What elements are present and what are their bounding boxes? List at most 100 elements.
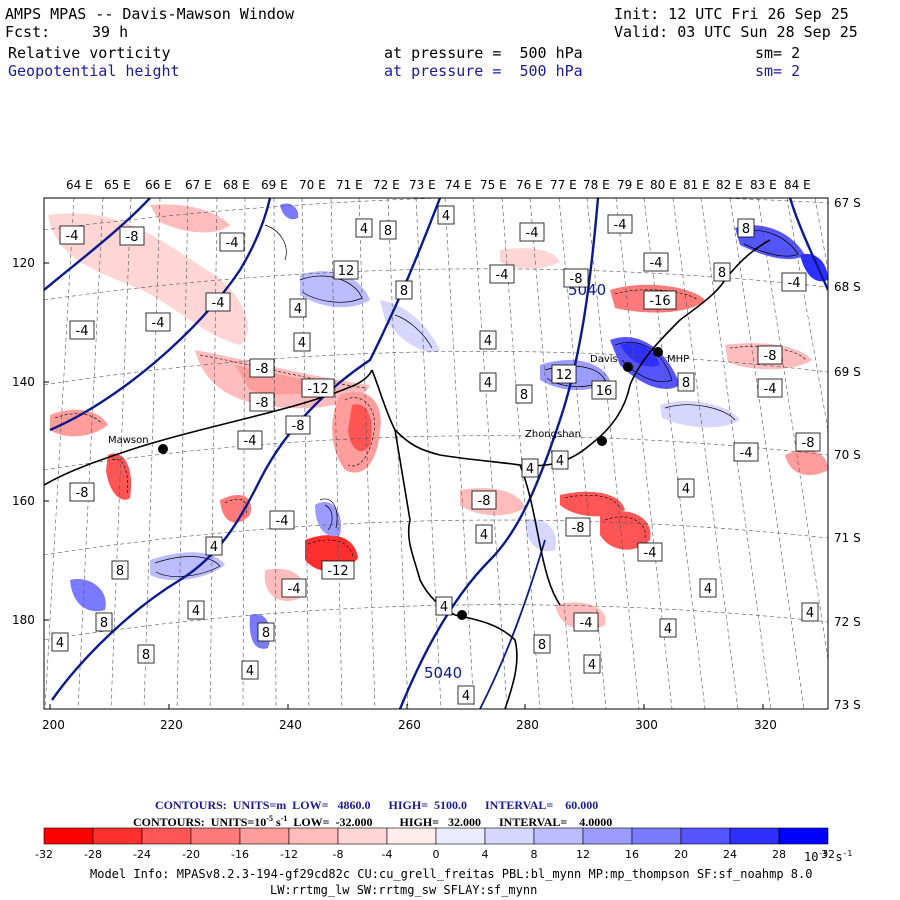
contour-label: -4 [526,226,539,241]
contour-label-box [321,560,355,580]
contour-label-box [249,392,275,412]
pos-region [280,203,299,220]
contour-label: -4 [288,582,301,597]
x-tick: 240 [279,718,302,732]
contour-label: 16 [596,384,613,399]
contour-label-box [479,330,497,350]
y-tick: 120 [12,256,35,270]
field1-pressure: at pressure = 500 hPa [384,44,583,62]
colorbar-label: 12 [576,848,590,861]
contour-label-box [591,380,617,400]
pos-region [380,300,440,352]
grid-ticks: 200 220 240 260 280 300 320 120 140 160 … [12,256,777,732]
init-time: Init: 12 UTC Fri 26 Sep 25 [614,5,849,23]
contour-label: 4 [556,454,564,469]
tick-marks [44,262,764,709]
contour-label-box [293,332,311,352]
lon-label: 82 E [716,178,743,192]
contour-label: 8 [142,648,150,663]
y-tick: 140 [12,375,35,389]
contour-label: -12 [307,382,328,397]
colorbar-label: -32 [35,848,53,861]
mawson-station-marker [158,444,168,454]
contour-label: -8 [764,349,777,364]
colorbar-bin [729,827,780,845]
lon-label: 73 E [409,178,436,192]
contour-label-box [187,600,205,620]
contour-label-box [69,482,95,502]
contour-label: -4 [76,324,89,339]
lon-label: 65 E [104,178,131,192]
contour-label-box [737,218,755,238]
lon-label: 74 E [445,178,472,192]
field1-smoothing: sm= 2 [755,44,801,62]
colorbar-label: 32 [821,848,835,861]
contour-label: 8 [116,564,124,579]
contour-label: 8 [100,616,108,631]
colorbar-label: 0 [433,848,440,861]
colorbar-bin [484,827,535,845]
contour-label: 4 [462,689,470,704]
colorbar-label: -20 [182,848,200,861]
contour-label-box [333,260,359,280]
contour-label-box [237,430,263,450]
lon-label: 64 E [66,178,93,192]
neg-region [560,491,625,517]
mhp-label: MHP [667,354,689,365]
colorbar-bin [631,827,682,845]
lon-label: 80 E [650,178,677,192]
contour-label-box [111,560,129,580]
contour-label-box [677,372,695,392]
lon-label: 76 E [516,178,543,192]
x-tick: 300 [635,718,658,732]
contour-label: -16 [649,294,670,309]
neg-region [50,409,108,437]
field1-name: Relative vorticity [8,44,171,62]
contour-label: -4 [788,276,801,291]
x-tick: 320 [754,718,777,732]
lat-label: 72 S [834,615,861,629]
y-tick: 180 [12,613,35,627]
colorbar-bin [92,827,143,845]
contour-label-box [301,378,335,398]
lon-label: 68 E [223,178,250,192]
contour-label-box [479,372,497,392]
contour-label: -4 [212,296,225,311]
lon-label: 77 E [550,178,577,192]
contour-label-box [69,320,95,340]
lon-label: 84 E [784,178,811,192]
vort-info-exp: -5 [266,814,273,823]
units-exp2: -1 [842,849,853,858]
pos-region [660,400,740,428]
contour-label-box [801,602,819,622]
colorbar-label: 28 [772,848,786,861]
contour-label: -8 [802,436,815,451]
height-label: 5040 [424,664,462,682]
contour-label: -4 [740,446,753,461]
contour-label: 4 [294,302,302,317]
contour-label: 4 [526,462,534,477]
contour-label: -8 [126,230,139,245]
field2-smoothing: sm= 2 [755,62,801,80]
davis-station-marker [623,362,633,372]
colorbar-bin [582,827,633,845]
contour-label-box [489,264,515,284]
contour-label-box [205,536,223,556]
contour-label-box [241,660,259,680]
colorbar-label: -28 [84,848,102,861]
contour-label: -8 [76,486,89,501]
colorbar-bin [435,827,486,845]
contour-label-box [269,510,295,530]
contour-label-box [475,524,493,544]
contour-label-box [395,280,413,300]
contour-label: 4 [704,582,712,597]
zhongshan-station-marker [597,436,607,446]
pos-region [300,271,370,308]
lat-label: 69 S [834,365,861,379]
vorticity-fill-layer: Mawson Davis MHP Zhongshan 5040 5040 -4-… [44,198,828,709]
vort-info-c: LOW= -32.000 HIGH= 32.000 INTERVAL= 4.00… [287,815,613,829]
lon-label: 70 E [299,178,326,192]
pos-region [620,342,660,367]
colorbar-label: -8 [333,848,344,861]
contour-label-box [607,214,633,234]
